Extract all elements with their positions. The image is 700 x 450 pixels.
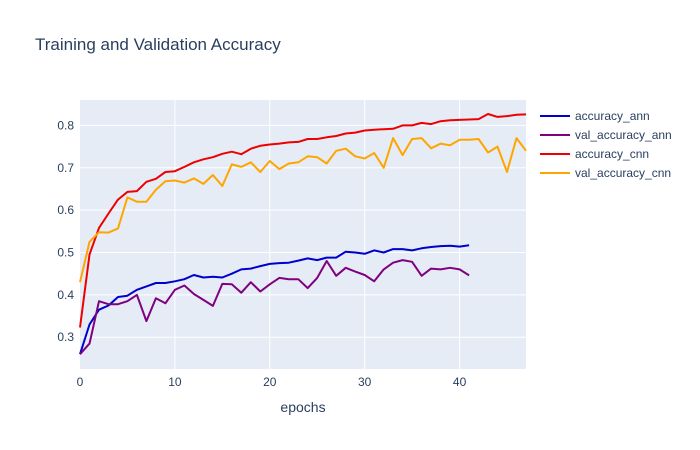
y-tick-label: 0.7 bbox=[57, 161, 74, 175]
tick-labels: 0.3 0.4 0.5 0.6 0.7 0.8 0 10 20 30 40 bbox=[57, 118, 466, 389]
y-tick-label: 0.5 bbox=[57, 246, 74, 260]
legend-label: accuracy_cnn bbox=[575, 147, 649, 161]
x-tick-label: 0 bbox=[77, 375, 84, 389]
series-line-accuracy-ann bbox=[79, 244, 470, 355]
x-tick-label: 40 bbox=[453, 375, 467, 389]
legend-item-accuracy-cnn[interactable]: accuracy_cnn bbox=[540, 147, 649, 161]
y-tick-label: 0.3 bbox=[57, 330, 74, 344]
x-tick-label: 20 bbox=[263, 375, 277, 389]
y-tick-label: 0.6 bbox=[57, 203, 74, 217]
series-line-accuracy-cnn bbox=[79, 113, 527, 328]
legend-label: val_accuracy_cnn bbox=[575, 166, 671, 180]
x-tick-label: 10 bbox=[168, 375, 182, 389]
chart-title: Training and Validation Accuracy bbox=[35, 35, 281, 54]
legend-item-val-accuracy-ann[interactable]: val_accuracy_ann bbox=[540, 128, 672, 142]
x-tick-label: 30 bbox=[358, 375, 372, 389]
x-axis-title: epochs bbox=[280, 399, 325, 415]
legend[interactable]: accuracy_ann val_accuracy_ann accuracy_cnn… bbox=[540, 109, 672, 180]
series-lines bbox=[79, 113, 527, 355]
y-tick-label: 0.8 bbox=[57, 118, 74, 132]
legend-label: accuracy_ann bbox=[575, 109, 650, 123]
legend-label: val_accuracy_ann bbox=[575, 128, 672, 142]
series-line-val-accuracy-cnn bbox=[79, 137, 527, 283]
legend-item-accuracy-ann[interactable]: accuracy_ann bbox=[540, 109, 650, 123]
y-tick-label: 0.4 bbox=[57, 288, 74, 302]
grid-lines bbox=[80, 100, 526, 369]
series-line-val-accuracy-ann bbox=[79, 259, 470, 355]
legend-item-val-accuracy-cnn[interactable]: val_accuracy_cnn bbox=[540, 166, 671, 180]
